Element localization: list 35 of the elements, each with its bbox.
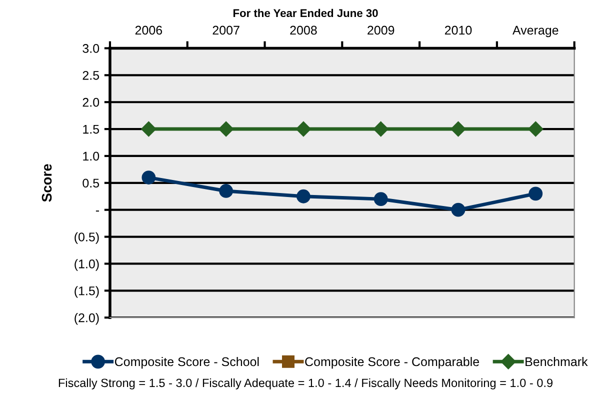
point	[450, 121, 466, 137]
y-tick-label: -	[96, 210, 100, 212]
y-tick-label: 3.0	[82, 44, 100, 53]
text: Fiscally Strong = 1.5 - 3.0 / Fiscally Adequate = 1.0 - 1.4 / Fiscally Needs Monitoring = 1.0 - 0.9	[58, 378, 552, 390]
x-tick-label: 2009	[368, 26, 394, 35]
y-tick-label: 1.5	[83, 124, 100, 134]
point	[528, 121, 544, 137]
point	[374, 192, 388, 206]
point	[296, 121, 312, 137]
y-axis-title: Score	[42, 164, 52, 202]
x-tick-label: 2006	[135, 26, 162, 35]
point	[528, 186, 543, 201]
chart-title: For the Year Ended June 30	[233, 8, 378, 18]
y-tick-label: (1.0)	[74, 259, 99, 271]
x-tick-label: Average	[512, 26, 558, 38]
y-tick-label: (1.5)	[74, 286, 99, 298]
point	[141, 121, 156, 137]
legend-label: Benchmark	[526, 356, 588, 366]
x-tick-label: 2008	[290, 26, 317, 35]
y-tick-label: 2.0	[82, 98, 100, 107]
x-tick-label: 2007	[212, 26, 240, 35]
point	[142, 170, 156, 184]
x-tick-label: 2010	[444, 26, 472, 35]
y-tick-label: 0.5	[82, 178, 100, 188]
legend-label: Composite Score - School	[114, 356, 259, 369]
y-tick-label: 2.5	[82, 70, 100, 80]
point	[296, 189, 310, 204]
point	[373, 121, 388, 137]
point	[218, 121, 234, 137]
point	[219, 184, 234, 198]
point	[451, 202, 466, 217]
y-tick-label: (0.5)	[74, 232, 99, 244]
y-tick-label: 1.0	[83, 152, 100, 161]
legend-label: Composite Score - Comparable	[305, 356, 480, 369]
y-tick-label: (2.0)	[74, 313, 99, 325]
